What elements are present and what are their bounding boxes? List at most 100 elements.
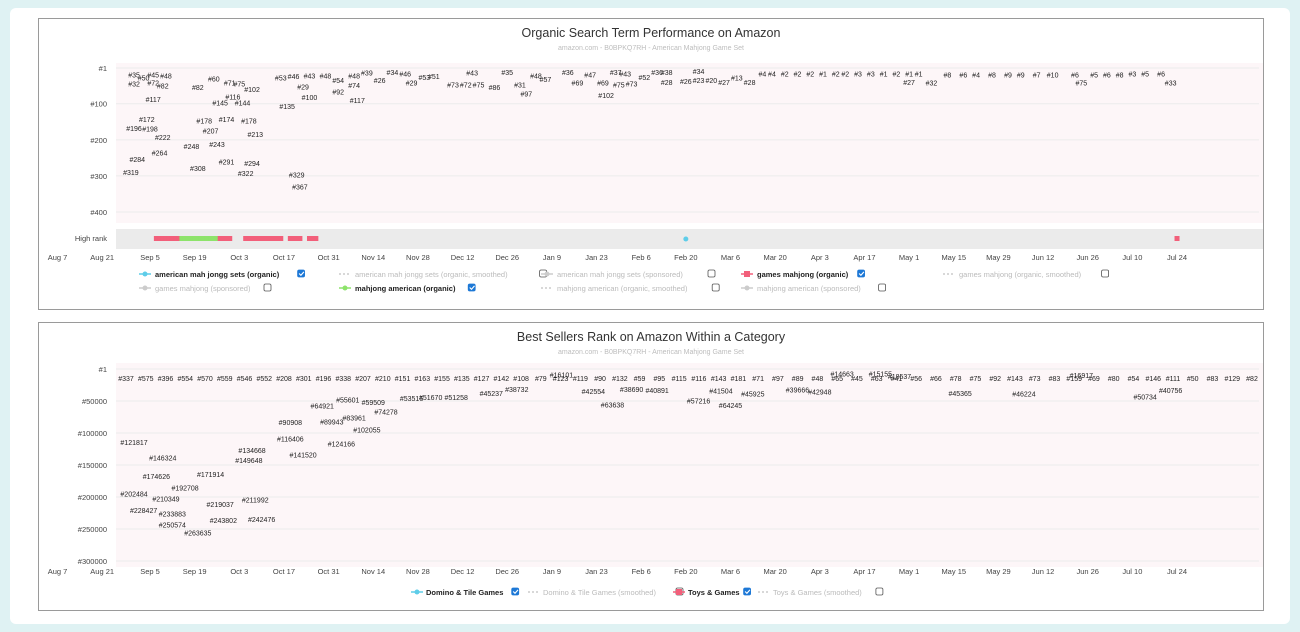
data-label-toys: #45365: [948, 391, 971, 398]
data-label-domino: #570: [197, 376, 213, 383]
legend-checkbox[interactable]: [711, 283, 720, 292]
data-label: #1: [915, 72, 923, 79]
chart-subtitle: amazon.com - B0BPKQ7RH - American Mahjon…: [558, 349, 744, 356]
data-label-domino: #73: [1029, 376, 1041, 383]
data-label-toys: #38690: [620, 387, 643, 394]
data-label-toys: #16101: [550, 372, 573, 379]
data-label: #6: [959, 73, 967, 80]
legend-item[interactable]: games mahjong (organic): [741, 269, 865, 279]
data-label-toys: #16917: [1070, 373, 1093, 380]
y-tick-label: #150000: [78, 461, 107, 470]
data-label-domino: #554: [177, 376, 193, 383]
data-label: #46: [399, 71, 411, 78]
y-tick-label: #1: [99, 64, 107, 73]
data-label: #73: [447, 82, 459, 89]
x-tick-label: Jun 12: [1032, 253, 1055, 262]
data-label-toys: #53516: [400, 396, 423, 403]
legend-item[interactable]: Domino & Tile Games: [411, 587, 520, 597]
x-tick-label: Jan 23: [585, 253, 608, 262]
legend-checkbox[interactable]: [707, 269, 716, 278]
legend-item[interactable]: american mah jongg sets (sponsored): [541, 269, 716, 279]
legend-checkbox[interactable]: [875, 587, 884, 596]
high-rank-marker: [1174, 236, 1180, 241]
data-label-toys: #51670: [419, 395, 442, 402]
x-tick-label: May 29: [986, 567, 1011, 576]
legend-item[interactable]: mahjong american (organic): [339, 283, 476, 293]
y-tick-label: #300000: [78, 557, 107, 566]
legend-label: Toys & Games: [688, 588, 740, 597]
chart-subtitle: amazon.com - B0BPKQ7RH - American Mahjon…: [558, 45, 744, 52]
data-label-domino: #159: [1066, 376, 1082, 383]
data-label-domino: #123: [553, 376, 569, 383]
legend-item[interactable]: mahjong american (sponsored): [741, 283, 886, 293]
legend-label: Domino & Tile Games: [426, 588, 503, 597]
y-tick-label: #100000: [78, 429, 107, 438]
data-label: #23: [693, 78, 705, 85]
x-tick-label: Apr 3: [811, 567, 829, 576]
data-label-domino: #208: [276, 376, 292, 383]
data-label: #92: [332, 89, 344, 96]
organic-search-chart: Organic Search Term Performance on Amazo…: [38, 18, 1264, 310]
legend-item[interactable]: Toys & Games (smoothed): [758, 587, 884, 597]
legend-checkbox[interactable]: [297, 269, 306, 278]
data-label: #43: [304, 73, 316, 80]
data-label-toys: #64245: [719, 403, 742, 410]
best-sellers-chart-svg: Best Sellers Rank on Amazon Within a Cat…: [48, 330, 1263, 597]
data-label-toys: #45925: [741, 391, 764, 398]
legend-checkbox[interactable]: [743, 587, 751, 596]
data-label-domino: #181: [731, 376, 747, 383]
chart-title: Organic Search Term Performance on Amazo…: [522, 26, 781, 40]
high-rank-marker: [275, 236, 281, 241]
high-rank-marker: [310, 236, 316, 241]
legend-checkbox[interactable]: [1101, 269, 1109, 278]
x-tick-label: Oct 3: [230, 253, 248, 262]
legend-swatch-marker: [676, 589, 682, 595]
data-label: #33: [1165, 81, 1177, 88]
data-label: #178: [196, 119, 212, 126]
data-label-domino: #143: [711, 376, 727, 383]
x-tick-label: May 1: [899, 567, 919, 576]
legend-item[interactable]: american mah jongg sets (organic): [139, 269, 306, 279]
y-tick-label: #200: [90, 136, 107, 145]
data-label: #75: [613, 82, 625, 89]
legend-item[interactable]: Domino & Tile Games (smoothed): [528, 587, 684, 597]
data-label-toys: #50734: [1133, 394, 1156, 401]
data-label: #329: [289, 173, 305, 180]
data-label: #73: [626, 81, 638, 88]
data-label-toys: #202484: [120, 492, 147, 499]
data-label: #2: [806, 72, 814, 79]
x-tick-label: Sep 19: [183, 253, 207, 262]
data-label-domino: #116: [691, 376, 706, 383]
data-label-toys: #83961: [342, 416, 365, 423]
legend-checkbox[interactable]: [467, 283, 476, 292]
y-tick-label: #250000: [78, 525, 107, 534]
data-label: #9: [1017, 73, 1025, 80]
legend-item[interactable]: mahjong american (organic, smoothed): [541, 283, 720, 293]
legend-checkbox[interactable]: [511, 587, 520, 596]
data-label-domino: #196: [316, 376, 332, 383]
high-rank-marker: [227, 236, 233, 241]
x-tick-label: Nov 28: [406, 567, 430, 576]
x-tick-label: Jun 26: [1076, 567, 1099, 576]
data-label-domino: #90: [594, 376, 606, 383]
data-label-toys: #211992: [242, 498, 269, 505]
data-label-domino: #337: [118, 376, 134, 383]
data-label-domino: #92: [989, 376, 1001, 383]
data-label-toys: #42948: [808, 389, 831, 396]
legend-swatch-marker: [544, 271, 550, 277]
legend-checkbox[interactable]: [857, 269, 865, 278]
data-label: #82: [157, 84, 169, 91]
data-label: #3: [854, 72, 862, 79]
legend-item[interactable]: american mah jongg sets (organic, smooth…: [339, 269, 548, 279]
x-tick-label: Sep 5: [140, 253, 160, 262]
legend-checkbox[interactable]: [878, 283, 886, 292]
legend-item[interactable]: games mahjong (sponsored): [139, 283, 272, 293]
data-label-domino: #82: [1246, 376, 1258, 383]
high-rank-marker: [208, 236, 214, 241]
legend-item[interactable]: games mahjong (organic, smoothed): [943, 269, 1109, 279]
data-label: #26: [374, 78, 386, 85]
legend-checkbox[interactable]: [263, 283, 272, 292]
legend-label: american mah jongg sets (organic): [155, 270, 280, 279]
data-label-domino: #119: [573, 376, 588, 383]
legend-item[interactable]: Toys & Games: [673, 587, 751, 597]
